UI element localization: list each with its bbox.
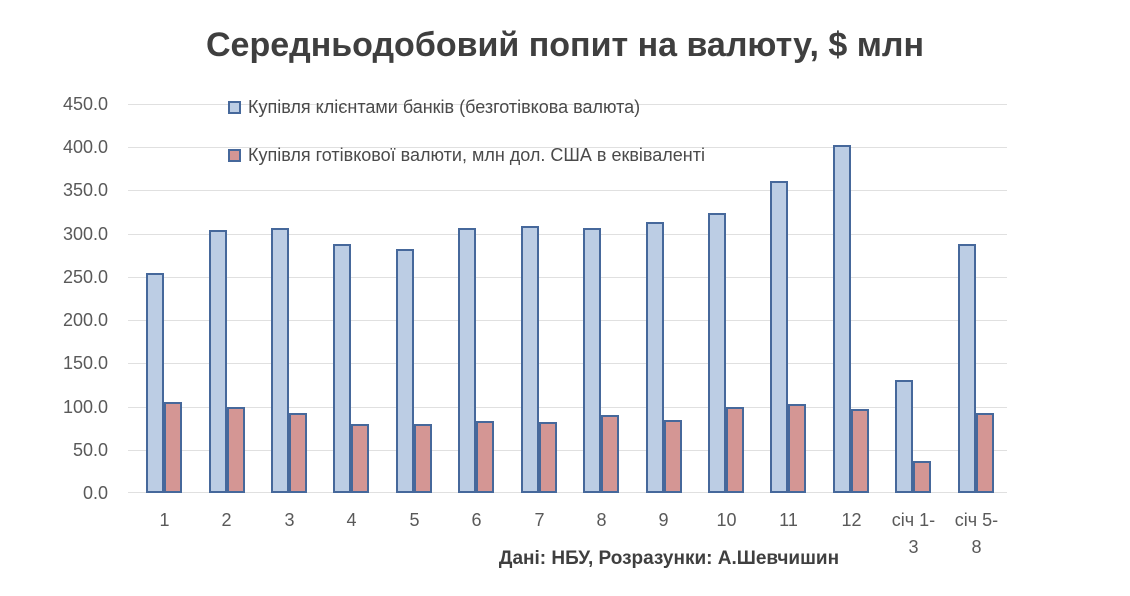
x-tick-label: 9 bbox=[658, 510, 669, 530]
bar-group bbox=[320, 104, 382, 493]
bar-group bbox=[195, 104, 257, 493]
chart-title: Середньодобовий попит на валюту, $ млн bbox=[205, 26, 925, 64]
bar-noncash bbox=[333, 244, 352, 493]
x-tick-label: січ 1- 3 bbox=[891, 510, 936, 557]
x-tick-label: 7 bbox=[534, 510, 545, 530]
bar-noncash bbox=[583, 228, 602, 493]
x-tick-label: 5 bbox=[409, 510, 420, 530]
bar-noncash bbox=[458, 228, 477, 493]
bar-noncash bbox=[395, 249, 414, 493]
x-tick-label: 12 bbox=[841, 510, 862, 530]
gridline bbox=[128, 450, 1007, 451]
bar-group bbox=[508, 104, 570, 493]
bar-group bbox=[258, 104, 320, 493]
legend-marker-pink-icon bbox=[228, 148, 241, 162]
bar-noncash bbox=[957, 244, 976, 493]
gridline bbox=[128, 190, 1007, 191]
bar-group bbox=[882, 104, 944, 493]
x-tick-label: 11 bbox=[779, 510, 798, 530]
x-tick-label: 4 bbox=[346, 510, 357, 530]
x-tick-label: 6 bbox=[471, 510, 482, 530]
bar-cash bbox=[538, 422, 557, 493]
bar-noncash bbox=[645, 222, 664, 493]
y-tick-label: 400.0 bbox=[62, 137, 108, 157]
legend-label-cash: Купівля готівкової валюти, млн дол. США … bbox=[248, 144, 705, 165]
y-tick-label: 200.0 bbox=[62, 310, 108, 330]
gridline bbox=[128, 320, 1007, 321]
x-tick-label: 3 bbox=[284, 510, 295, 530]
bar-cash bbox=[975, 413, 994, 493]
bar-group bbox=[944, 104, 1006, 493]
bar-cash bbox=[289, 413, 308, 493]
y-tick-label: 300.0 bbox=[62, 224, 108, 244]
bar-cash bbox=[476, 421, 495, 493]
plot-area: Купівля клієнтами банків (безготівкова в… bbox=[128, 97, 1007, 493]
bar-cash bbox=[226, 407, 245, 493]
legend-item-cash: Купівля готівкової валюти, млн дол. США … bbox=[228, 144, 705, 166]
legend: Купівля клієнтами банків (безготівкова в… bbox=[228, 96, 705, 192]
bar-cash bbox=[788, 404, 807, 493]
bar-noncash bbox=[770, 181, 789, 493]
y-tick-label: 350.0 bbox=[62, 180, 108, 200]
bar-noncash bbox=[271, 228, 290, 493]
bar-noncash bbox=[520, 226, 539, 493]
bar-group bbox=[757, 104, 819, 493]
bar-cash bbox=[413, 424, 432, 493]
bar-group bbox=[820, 104, 882, 493]
bar-noncash bbox=[895, 380, 914, 493]
x-axis-labels: 1 2 3 4 5 6 7 8 9 10 11 12 січ 1- 3 січ 5- 8 bbox=[133, 507, 1007, 571]
bar-cash bbox=[726, 407, 744, 493]
bar-group bbox=[570, 104, 632, 493]
legend-item-noncash: Купівля клієнтами банків (безготівкова в… bbox=[228, 96, 705, 118]
y-tick-label: 250.0 bbox=[62, 267, 108, 287]
gridline bbox=[128, 492, 1007, 493]
source-caption: Дані: НБУ, Розразунки: А.Шевчишин bbox=[498, 548, 840, 569]
bar-group bbox=[695, 104, 757, 493]
bar-cash bbox=[850, 409, 869, 493]
gridline bbox=[128, 407, 1007, 408]
x-tick-label: 2 bbox=[221, 510, 232, 530]
bar-cash bbox=[601, 415, 620, 493]
bar-noncash bbox=[146, 273, 165, 493]
gridline bbox=[128, 277, 1007, 278]
gridline bbox=[128, 147, 1007, 148]
y-tick-label: 450.0 bbox=[62, 94, 108, 114]
legend-marker-blue-icon bbox=[228, 100, 241, 114]
bar-noncash bbox=[708, 213, 726, 493]
y-tick-label: 100.0 bbox=[62, 397, 108, 417]
gridline bbox=[128, 234, 1007, 235]
bar-group bbox=[383, 104, 445, 493]
y-axis-labels: 450.0 400.0 350.0 300.0 250.0 200.0 150.0 100.0… bbox=[18, 0, 108, 520]
y-tick-label: 50.0 bbox=[72, 440, 108, 460]
gridline bbox=[128, 363, 1007, 364]
y-tick-label: 0.0 bbox=[82, 483, 108, 503]
bar-cash bbox=[164, 402, 183, 493]
y-tick-label: 150.0 bbox=[62, 353, 108, 373]
bar-group bbox=[133, 104, 195, 493]
bar-cash bbox=[351, 424, 370, 493]
x-tick-label: січ 5- 8 bbox=[954, 510, 999, 557]
bar-cash bbox=[663, 420, 682, 493]
x-tick-label: 10 bbox=[716, 510, 737, 530]
gridline bbox=[128, 104, 1007, 105]
bar-cash bbox=[913, 461, 932, 493]
x-tick-label: 1 bbox=[159, 510, 170, 530]
bar-group bbox=[632, 104, 694, 493]
bar-noncash bbox=[208, 230, 227, 493]
x-tick-label: 8 bbox=[596, 510, 607, 530]
bar-noncash bbox=[832, 145, 851, 493]
bar-group bbox=[445, 104, 507, 493]
bars-layer bbox=[133, 104, 1007, 493]
legend-label-noncash: Купівля клієнтами банків (безготівкова в… bbox=[248, 96, 641, 117]
